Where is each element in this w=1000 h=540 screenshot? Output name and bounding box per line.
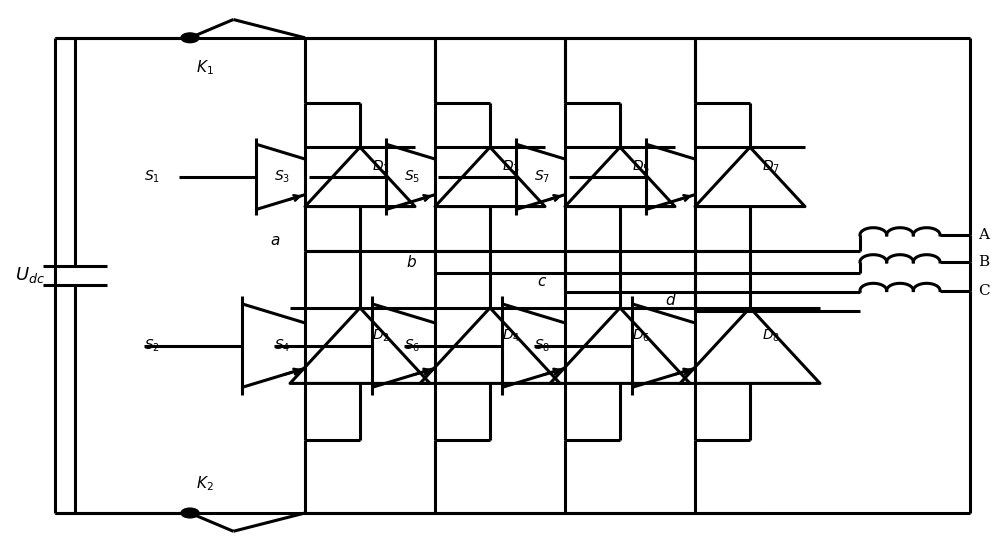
Text: $c$: $c$ [537,275,547,289]
Text: A: A [978,228,989,242]
Circle shape [181,33,199,43]
Text: C: C [978,284,990,298]
Text: $D_5$: $D_5$ [632,159,650,176]
Text: $S_6$: $S_6$ [404,338,420,354]
Text: $b$: $b$ [406,254,417,270]
Circle shape [181,508,199,518]
Text: $a$: $a$ [270,234,280,248]
Text: $S_8$: $S_8$ [534,338,550,354]
Text: $D_6$: $D_6$ [632,328,650,344]
Text: B: B [978,255,989,269]
Text: $d$: $d$ [665,292,677,308]
Text: $K_1$: $K_1$ [196,58,214,77]
Text: $S_1$: $S_1$ [144,168,160,185]
Text: $D_8$: $D_8$ [762,328,780,344]
Text: $S_2$: $S_2$ [144,338,160,354]
Text: $K_2$: $K_2$ [196,474,214,492]
Text: $S_4$: $S_4$ [274,338,290,354]
Text: $D_4$: $D_4$ [502,328,520,344]
Text: $D_7$: $D_7$ [762,159,780,176]
Text: $D_1$: $D_1$ [372,159,390,176]
Text: $U_{dc}$: $U_{dc}$ [15,265,45,286]
Text: $S_7$: $S_7$ [534,168,550,185]
Text: $S_5$: $S_5$ [404,168,420,185]
Text: $D_3$: $D_3$ [502,159,520,176]
Text: $D_2$: $D_2$ [372,328,390,344]
Text: $S_3$: $S_3$ [274,168,290,185]
